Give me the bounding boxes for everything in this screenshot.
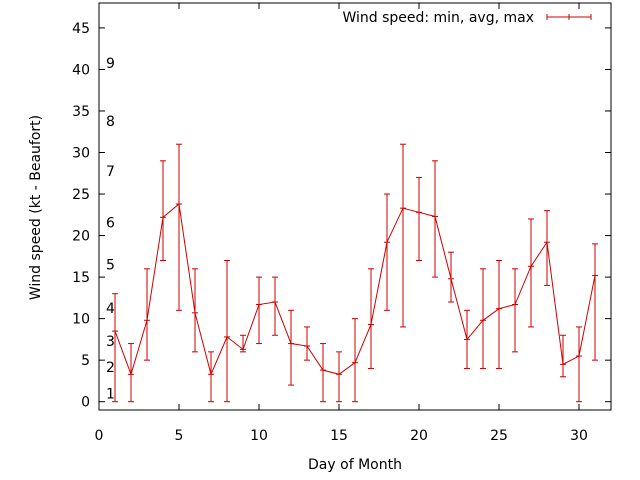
series-layer [112,143,598,403]
error-bar [576,326,582,403]
beaufort-label: 3 [106,334,115,350]
error-bar [160,160,166,261]
beaufort-label: 2 [106,360,115,376]
x-tick-label: 5 [175,428,184,444]
error-bar [544,210,550,286]
y-tick-label: 35 [72,104,90,120]
error-bar [352,318,358,403]
error-bar [176,143,182,311]
y-axis-label: Wind speed (kt - Beaufort) [28,115,44,300]
x-tick-label: 20 [410,428,428,444]
error-bar [400,143,406,328]
error-bar [336,351,342,403]
legend: Wind speed: min, avg, max [342,10,592,26]
y-tick-label: 0 [81,395,90,411]
beaufort-label: 7 [106,164,115,180]
error-bar [368,268,374,369]
x-tick-label: 25 [490,428,508,444]
x-tick-label: 0 [95,428,104,444]
y-tick-label: 25 [72,187,90,203]
beaufort-labels: 1 2 3 4 5 6 7 8 9 [106,56,115,403]
y-tick-label: 20 [72,229,90,245]
beaufort-label: 1 [106,386,115,402]
x-tick-label: 30 [570,428,588,444]
beaufort-label: 9 [106,56,115,72]
y-tick-label: 15 [72,270,90,286]
error-bar [272,276,278,336]
error-bar [144,268,150,361]
y-tick-label: 40 [72,62,90,78]
error-bar [304,326,310,361]
error-bar [480,268,486,369]
beaufort-label: 4 [106,301,115,317]
error-bar [560,334,566,378]
plot-frame [98,2,612,411]
x-tick-label: 15 [330,428,348,444]
error-bar [112,293,118,403]
legend-label: Wind speed: min, avg, max [342,10,534,26]
beaufort-label: 8 [106,114,115,130]
y-tick-label: 5 [81,353,90,369]
y-tick-label: 45 [72,21,90,37]
error-bar [416,176,422,261]
beaufort-label: 5 [106,258,115,274]
x-tick-label: 10 [250,428,268,444]
error-bar [592,243,598,361]
error-bar [320,343,326,403]
error-bar [384,193,390,311]
beaufort-label: 6 [106,215,115,231]
error-bar [432,160,438,278]
error-bar [208,351,214,403]
error-bar [224,259,230,403]
error-bar [496,259,502,369]
error-bar [288,309,294,386]
x-axis-label: Day of Month [308,457,402,473]
error-bar [512,268,518,353]
y-tick-label: 30 [72,146,90,162]
error-bar [528,218,534,328]
error-bar [256,276,262,345]
y-tick-label: 10 [72,312,90,328]
